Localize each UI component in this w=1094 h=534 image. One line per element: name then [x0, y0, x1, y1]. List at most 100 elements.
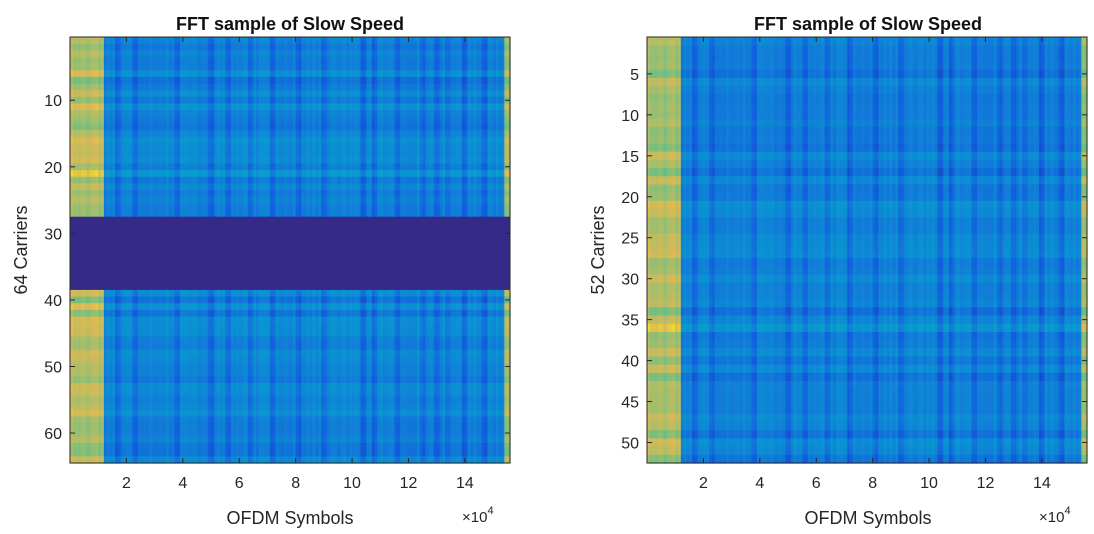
chart-left-cell — [411, 309, 415, 318]
chart-left-cell — [242, 136, 246, 145]
chart-left-cell — [383, 190, 387, 198]
chart-left-cell — [354, 296, 359, 304]
chart-left-cell — [157, 296, 161, 304]
chart-left-cell — [270, 303, 274, 311]
chart-left-cell — [84, 309, 88, 318]
chart-left-cell — [321, 163, 325, 171]
chart-left-cell — [120, 163, 125, 171]
chart-left-cell — [225, 37, 229, 45]
chart-left-cell — [400, 110, 404, 118]
chart-left-cell — [140, 183, 144, 191]
chart-left-cell — [467, 96, 472, 105]
chart-left-cell — [414, 96, 418, 105]
chart-left-cell — [340, 163, 345, 171]
chart-left-cell — [352, 210, 356, 218]
chart-left-cell — [363, 156, 367, 165]
chart-left-cell — [329, 76, 333, 85]
chart-left-cell — [92, 63, 96, 71]
chart-left-cell — [335, 289, 339, 298]
chart-left-cell — [352, 156, 356, 165]
chart-left-cell — [106, 170, 111, 178]
chart-left-cell — [374, 289, 379, 298]
chart-left-cell — [292, 289, 297, 298]
chart-left-cell — [385, 316, 390, 324]
chart-left-cell — [323, 90, 328, 98]
chart-left-cell — [213, 83, 218, 91]
chart-left-cell — [476, 110, 480, 118]
chart-left-cell — [371, 76, 376, 85]
chart-left-cell — [431, 303, 435, 311]
chart-left-cell — [148, 163, 153, 171]
chart-left-cell — [196, 190, 201, 198]
chart-left-cell — [199, 90, 204, 98]
chart-left-cell — [182, 196, 187, 205]
chart-left-cell — [261, 316, 266, 324]
chart-left-cell — [431, 37, 435, 45]
chart-left-cell — [126, 296, 130, 304]
chart-left-cell — [436, 170, 441, 178]
chart-left-cell — [459, 50, 463, 58]
chart-left-cell — [473, 76, 477, 85]
chart-left-cell — [182, 296, 187, 304]
chart-left-cell — [287, 196, 291, 205]
chart-left-cell — [174, 316, 178, 324]
chart-left-cell — [171, 37, 175, 45]
chart-left-cell — [290, 183, 294, 191]
chart-left-cell — [405, 156, 410, 165]
chart-left-cell — [117, 76, 122, 85]
chart-left-cell — [490, 170, 494, 178]
chart-left-cell — [163, 296, 167, 304]
chart-left-cell — [148, 203, 153, 211]
chart-left-cell — [425, 63, 429, 71]
chart-left-cell — [112, 296, 116, 304]
chart-left-cell — [366, 190, 370, 198]
chart-left-cell — [343, 163, 348, 171]
chart-left-cell — [143, 96, 147, 105]
chart-left-cell — [459, 316, 463, 324]
chart-left-cell — [89, 183, 94, 191]
chart-left-cell — [163, 37, 167, 45]
chart-left-cell — [321, 110, 325, 118]
chart-left-cell — [188, 37, 192, 45]
chart-left-cell — [416, 123, 421, 131]
chart-left-cell — [306, 110, 311, 118]
chart-left-cell — [402, 210, 407, 218]
chart-left-cell — [400, 63, 404, 71]
chart-left-cell — [225, 43, 229, 51]
chart-left-cell — [301, 70, 305, 78]
chart-left-cell — [132, 163, 136, 171]
chart-left-cell — [467, 156, 472, 165]
chart-left-cell — [126, 143, 130, 151]
chart-left-cell — [459, 196, 463, 205]
chart-left-cell — [261, 37, 266, 45]
chart-left-cell — [507, 116, 511, 125]
chart-left-cell — [400, 150, 404, 158]
chart-left-cell — [120, 196, 125, 205]
chart-left-cell — [414, 116, 418, 125]
chart-left-cell — [78, 116, 82, 125]
chart-left-cell — [84, 143, 88, 151]
chart-left-cell — [335, 103, 339, 111]
chart-left-cell — [202, 96, 206, 105]
chart-left-cell — [75, 110, 80, 118]
chart-left-cell — [467, 123, 472, 131]
chart-left-cell — [191, 116, 195, 125]
chart-left-cell — [261, 196, 266, 205]
chart-left-cell — [239, 170, 243, 178]
chart-left-cell — [447, 296, 452, 304]
chart-left-cell — [270, 196, 274, 205]
chart-left-cell — [385, 83, 390, 91]
chart-left-cell — [211, 210, 215, 218]
chart-left-cell — [346, 303, 350, 311]
chart-left-cell — [270, 156, 274, 165]
chart-left-cell — [315, 63, 319, 71]
chart-left-cell — [253, 196, 257, 205]
chart-left-cell — [132, 37, 136, 45]
chart-left-cell — [154, 176, 159, 185]
chart-left-cell — [445, 296, 449, 304]
chart-left-cell — [408, 103, 412, 111]
chart-left-cell — [134, 123, 139, 131]
chart-left-cell — [134, 176, 139, 185]
chart-left-cell — [81, 56, 85, 65]
chart-left-cell — [160, 116, 164, 125]
